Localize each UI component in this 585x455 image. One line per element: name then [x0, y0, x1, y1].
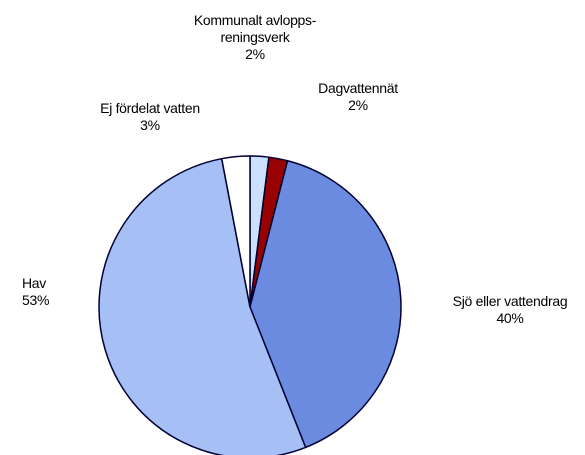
slice-percent: 2% [348, 97, 368, 113]
slice-name: Ej fördelat vatten [100, 100, 200, 116]
slice-name: Dagvattennät [318, 80, 398, 96]
slice-label: Hav 53% [22, 275, 82, 309]
slice-name: Sjö eller vattendrag [452, 293, 568, 309]
slice-percent: 3% [140, 117, 160, 133]
pie-slice [249, 159, 402, 449]
pie-slice [98, 157, 307, 455]
slice-label: Sjö eller vattendrag 40% [418, 293, 585, 327]
slice-percent: 53% [22, 292, 50, 308]
slice-label: Dagvattennät 2% [300, 80, 416, 114]
slice-name: Kommunalt avlopps-reningsverk [193, 12, 317, 45]
pie-slice [220, 155, 251, 308]
slice-label: Ej fördelat vatten 3% [60, 100, 240, 134]
slice-name: Hav [22, 275, 46, 291]
slice-label: Kommunalt avlopps-reningsverk 2% [170, 12, 340, 63]
slice-percent: 40% [496, 310, 524, 326]
slice-percent: 2% [245, 46, 265, 62]
